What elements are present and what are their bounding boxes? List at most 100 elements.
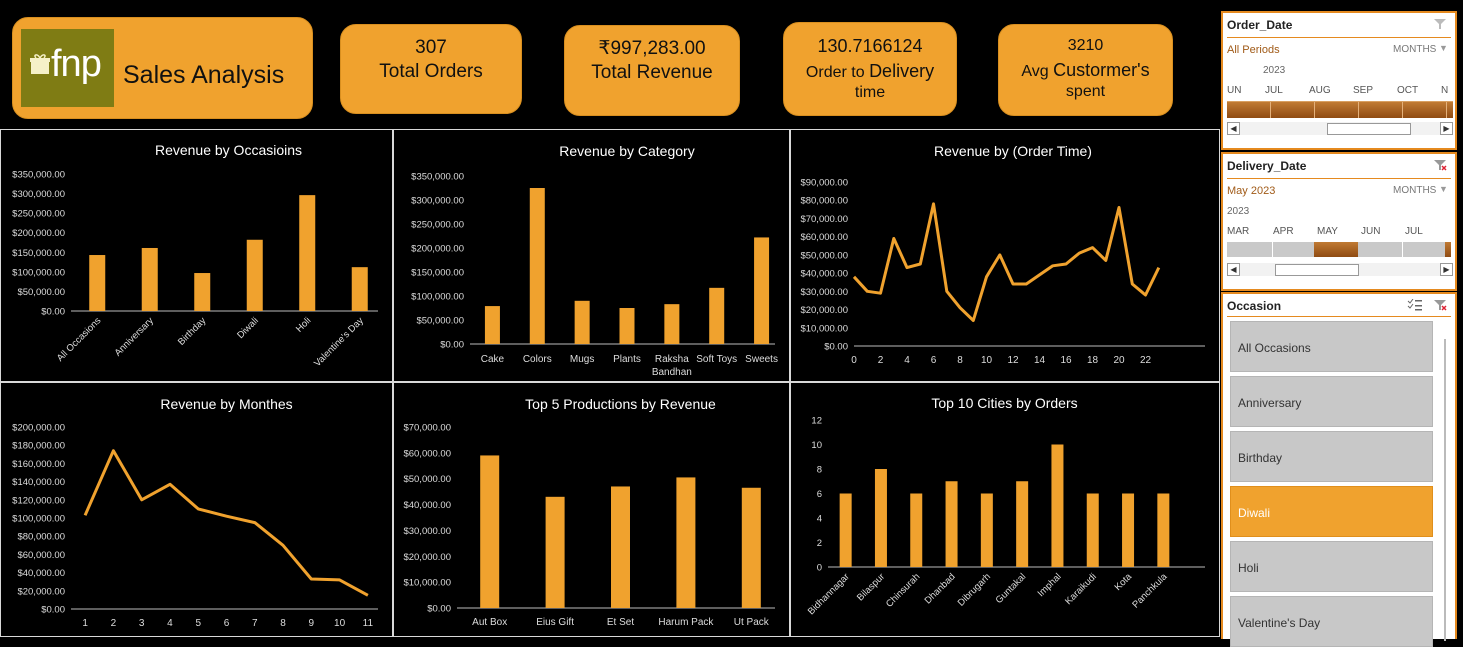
y-tick-label: $20,000.00 xyxy=(403,552,451,563)
y-tick-label: 10 xyxy=(811,440,822,451)
slicer-scrollbar[interactable] xyxy=(1444,339,1446,641)
y-tick-label: 12 xyxy=(811,416,822,427)
y-tick-label: $10,000.00 xyxy=(403,578,451,589)
timeline-month[interactable]: JUL xyxy=(1405,226,1423,237)
occasion-slicer[interactable]: Occasion All Occasions Anniversary Birth… xyxy=(1221,292,1457,647)
timeline-month[interactable]: UN xyxy=(1227,85,1242,96)
x-tick-label: Panchkula xyxy=(1130,571,1170,611)
slicer-title: Delivery_Date xyxy=(1227,159,1307,173)
scroll-left-icon[interactable]: ◀ xyxy=(1227,263,1240,276)
timeline-segment-divider xyxy=(1402,102,1403,118)
y-tick-label: $90,000.00 xyxy=(800,178,848,189)
chart-top10-cities[interactable]: Top 10 Cities by Orders 0 2 4 6 8 10 12 Bidhanna… xyxy=(790,382,1220,637)
timeline-month[interactable]: MAY xyxy=(1317,226,1338,237)
chevron-down-icon[interactable]: ▼ xyxy=(1439,184,1448,194)
bar xyxy=(741,487,761,608)
timeline-segment-divider xyxy=(1272,242,1273,257)
bar xyxy=(1016,481,1029,567)
multi-select-icon[interactable] xyxy=(1407,299,1423,311)
timeline-level-dropdown[interactable]: MONTHS xyxy=(1393,44,1437,55)
x-tick-label: 7 xyxy=(252,618,258,629)
scroll-thumb[interactable] xyxy=(1327,123,1411,135)
timeline-month[interactable]: N xyxy=(1441,85,1449,96)
timeline-bar[interactable] xyxy=(1227,242,1451,257)
y-tick-label: $50,000.00 xyxy=(800,250,848,261)
timeline-scrollbar[interactable]: ◀ ▶ xyxy=(1227,122,1453,135)
bar xyxy=(1122,493,1135,567)
x-tick-label: 11 xyxy=(363,618,374,629)
kpi-label: Total Revenue xyxy=(591,61,713,83)
chart-svg: Revenue by (Order Time) $0.00 $10,000.00 $2… xyxy=(800,143,1205,366)
chart-revenue-by-months[interactable]: Revenue by Monthes $0.00 $20,000.00 $40,000… xyxy=(0,382,393,637)
y-tick-label: $140,000.00 xyxy=(12,477,65,488)
chart-title: Top 10 Cities by Orders xyxy=(931,395,1077,411)
timeline-bar[interactable] xyxy=(1227,101,1453,118)
x-tick-label: 20 xyxy=(1113,355,1125,366)
slicer-item-anniversary[interactable]: Anniversary xyxy=(1230,376,1433,427)
chevron-down-icon[interactable]: ▼ xyxy=(1439,43,1448,53)
timeline-segment-divider xyxy=(1314,102,1315,118)
x-tick-label: 0 xyxy=(851,355,857,366)
x-tick-label: Bidhannagar xyxy=(806,571,852,617)
scroll-left-icon[interactable]: ◀ xyxy=(1227,122,1240,135)
x-tick-label: Holi xyxy=(294,315,313,334)
timeline-selected-month[interactable] xyxy=(1445,242,1451,257)
y-tick-label: 6 xyxy=(817,489,822,500)
delivery-date-slicer[interactable]: Delivery_Date May 2023 MONTHS ▼ 2023 MAR… xyxy=(1221,152,1457,291)
slicer-item-birthday[interactable]: Birthday xyxy=(1230,431,1433,482)
y-tick-label: $200,000.00 xyxy=(12,228,65,239)
timeline-month[interactable]: SEP xyxy=(1353,85,1374,96)
chart-top5-products[interactable]: Top 5 Productions by Revenue $0.00 $10,000… xyxy=(393,382,790,637)
kpi-total-revenue: ₹997,283.00 Total Revenue xyxy=(564,25,740,116)
timeline-year: 2023 xyxy=(1263,65,1286,76)
y-tick-label: $350,000.00 xyxy=(12,170,65,181)
bar xyxy=(945,481,958,567)
timeline-month[interactable]: MAR xyxy=(1227,226,1250,237)
y-tick-label: $80,000.00 xyxy=(17,532,65,543)
kpi-label: time xyxy=(854,83,886,101)
x-tick-label: Ut Pack xyxy=(734,617,770,628)
scroll-right-icon[interactable]: ▶ xyxy=(1440,122,1453,135)
timeline-selected-month[interactable] xyxy=(1314,242,1358,257)
x-tick-label: Diwali xyxy=(235,315,261,341)
timeline-segment-divider xyxy=(1270,102,1271,118)
y-tick-label: $160,000.00 xyxy=(12,459,65,470)
y-tick-label: $350,000.00 xyxy=(411,172,464,183)
slicer-item-valentines-day[interactable]: Valentine's Day xyxy=(1230,596,1433,647)
chart-title: Revenue by (Order Time) xyxy=(934,143,1092,159)
chart-revenue-by-order-time[interactable]: Revenue by (Order Time) $0.00 $10,000.00 $2… xyxy=(790,129,1220,382)
y-tick-label: $70,000.00 xyxy=(403,423,451,434)
timeline-month[interactable]: JUN xyxy=(1361,226,1381,237)
slicer-item-holi[interactable]: Holi xyxy=(1230,541,1433,592)
y-tick-label: $40,000.00 xyxy=(17,568,65,579)
clear-filter-icon[interactable] xyxy=(1433,159,1447,171)
kpi-label: Total Orders xyxy=(379,60,483,82)
kpi-value: 307 xyxy=(415,37,447,58)
x-tick-label: Kota xyxy=(1113,571,1135,593)
x-tick-label: 4 xyxy=(904,355,910,366)
chart-svg: Revenue by Category $0.00 $50,000.00 $100,0… xyxy=(411,143,778,378)
timeline-scrollbar[interactable]: ◀ ▶ xyxy=(1227,263,1453,276)
slicer-divider xyxy=(1227,316,1451,317)
timeline-month[interactable]: OCT xyxy=(1397,85,1419,96)
timeline-month[interactable]: JUL xyxy=(1265,85,1283,96)
x-tick-label: Cake xyxy=(481,354,505,365)
slicer-title: Order_Date xyxy=(1227,18,1293,32)
kpi-label-row: Avg Custormer's xyxy=(999,59,1172,82)
scroll-right-icon[interactable]: ▶ xyxy=(1440,263,1453,276)
scroll-thumb[interactable] xyxy=(1275,264,1359,276)
y-tick-label: $250,000.00 xyxy=(411,220,464,231)
clear-filter-icon[interactable] xyxy=(1433,18,1447,30)
bar xyxy=(874,469,887,567)
timeline-level-dropdown[interactable]: MONTHS xyxy=(1393,185,1437,196)
chart-revenue-by-category[interactable]: Revenue by Category $0.00 $50,000.00 $100,0… xyxy=(393,129,790,382)
y-tick-label: $150,000.00 xyxy=(12,248,65,259)
clear-filter-icon[interactable] xyxy=(1433,299,1447,311)
timeline-month[interactable]: AUG xyxy=(1309,85,1331,96)
slicer-item-diwali[interactable]: Diwali xyxy=(1230,486,1433,537)
timeline-month[interactable]: APR xyxy=(1273,226,1294,237)
slicer-item-all-occasions[interactable]: All Occasions xyxy=(1230,321,1433,372)
chart-revenue-by-occasion[interactable]: Revenue by Occasioins $0.00 $50,000.00 $100… xyxy=(0,129,393,382)
order-date-slicer[interactable]: Order_Date All Periods MONTHS ▼ 2023 UN … xyxy=(1221,11,1457,150)
chart-title: Revenue by Monthes xyxy=(160,396,292,412)
